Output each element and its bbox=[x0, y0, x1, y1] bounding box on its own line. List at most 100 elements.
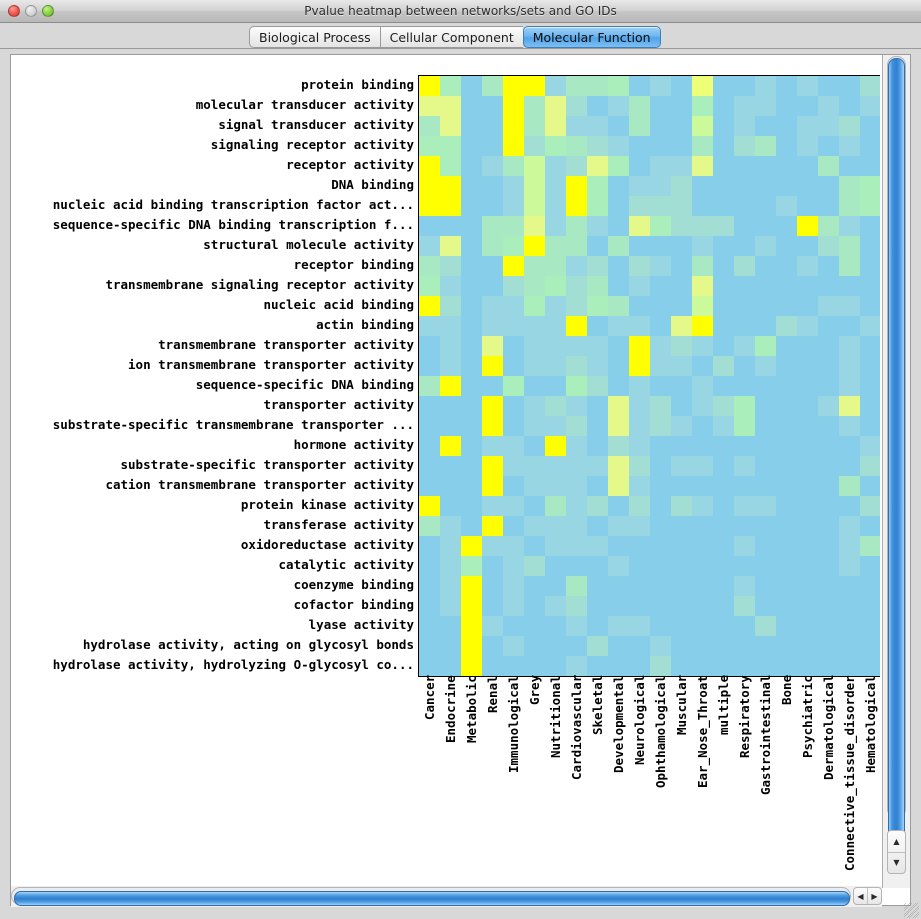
heatmap-cell[interactable] bbox=[419, 236, 440, 256]
heatmap-cell[interactable] bbox=[839, 116, 860, 136]
heatmap-cell[interactable] bbox=[860, 356, 880, 376]
heatmap-cell[interactable] bbox=[503, 276, 524, 296]
heatmap-cell[interactable] bbox=[860, 516, 880, 536]
heatmap-cell[interactable] bbox=[671, 376, 692, 396]
heatmap-cell[interactable] bbox=[713, 496, 734, 516]
heatmap-cell[interactable] bbox=[629, 576, 650, 596]
heatmap-cell[interactable] bbox=[629, 476, 650, 496]
heatmap-cell[interactable] bbox=[440, 636, 461, 656]
heatmap-cell[interactable] bbox=[419, 416, 440, 436]
heatmap-cell[interactable] bbox=[860, 556, 880, 576]
heatmap-cell[interactable] bbox=[692, 136, 713, 156]
heatmap-cell[interactable] bbox=[692, 616, 713, 636]
heatmap-cell[interactable] bbox=[566, 136, 587, 156]
heatmap-cell[interactable] bbox=[608, 376, 629, 396]
heatmap-cell[interactable] bbox=[461, 616, 482, 636]
heatmap-cell[interactable] bbox=[545, 556, 566, 576]
heatmap-cell[interactable] bbox=[608, 216, 629, 236]
heatmap-cell[interactable] bbox=[524, 596, 545, 616]
heatmap-cell[interactable] bbox=[839, 396, 860, 416]
heatmap-cell[interactable] bbox=[755, 196, 776, 216]
heatmap-cell[interactable] bbox=[755, 296, 776, 316]
heatmap-cell[interactable] bbox=[545, 276, 566, 296]
heatmap-cell[interactable] bbox=[461, 96, 482, 116]
heatmap-cell[interactable] bbox=[482, 296, 503, 316]
heatmap-cell[interactable] bbox=[629, 236, 650, 256]
heatmap-cell[interactable] bbox=[419, 596, 440, 616]
heatmap-cell[interactable] bbox=[839, 136, 860, 156]
heatmap-cell[interactable] bbox=[566, 276, 587, 296]
heatmap-cell[interactable] bbox=[419, 476, 440, 496]
heatmap-cell[interactable] bbox=[503, 256, 524, 276]
heatmap-cell[interactable] bbox=[755, 156, 776, 176]
heatmap-cell[interactable] bbox=[713, 516, 734, 536]
heatmap-cell[interactable] bbox=[755, 596, 776, 616]
heatmap-cell[interactable] bbox=[755, 496, 776, 516]
heatmap-cell[interactable] bbox=[797, 576, 818, 596]
heatmap-cell[interactable] bbox=[776, 656, 797, 676]
heatmap-cell[interactable] bbox=[776, 496, 797, 516]
heatmap-cell[interactable] bbox=[713, 116, 734, 136]
heatmap-cell[interactable] bbox=[608, 176, 629, 196]
heatmap-cell[interactable] bbox=[692, 496, 713, 516]
window-resize-handle[interactable] bbox=[904, 903, 919, 918]
heatmap-cell[interactable] bbox=[629, 216, 650, 236]
heatmap-cell[interactable] bbox=[671, 156, 692, 176]
heatmap-cell[interactable] bbox=[671, 256, 692, 276]
heatmap-cell[interactable] bbox=[692, 256, 713, 276]
minimize-button[interactable] bbox=[25, 5, 37, 17]
heatmap-cell[interactable] bbox=[692, 276, 713, 296]
heatmap-cell[interactable] bbox=[797, 496, 818, 516]
heatmap-cell[interactable] bbox=[566, 316, 587, 336]
heatmap-cell[interactable] bbox=[503, 596, 524, 616]
heatmap-cell[interactable] bbox=[482, 436, 503, 456]
heatmap-cell[interactable] bbox=[839, 576, 860, 596]
heatmap-cell[interactable] bbox=[566, 336, 587, 356]
heatmap-cell[interactable] bbox=[608, 496, 629, 516]
heatmap-cell[interactable] bbox=[797, 316, 818, 336]
heatmap-cell[interactable] bbox=[566, 356, 587, 376]
heatmap-cell[interactable] bbox=[692, 236, 713, 256]
heatmap-cell[interactable] bbox=[797, 396, 818, 416]
heatmap-cell[interactable] bbox=[419, 556, 440, 576]
heatmap-cell[interactable] bbox=[503, 576, 524, 596]
tab-molecular-function[interactable]: Molecular Function bbox=[522, 26, 661, 48]
heatmap-cell[interactable] bbox=[440, 136, 461, 156]
heatmap-cell[interactable] bbox=[461, 316, 482, 336]
heatmap-cell[interactable] bbox=[440, 316, 461, 336]
heatmap-cell[interactable] bbox=[650, 556, 671, 576]
heatmap-cell[interactable] bbox=[629, 276, 650, 296]
heatmap-cell[interactable] bbox=[608, 456, 629, 476]
heatmap-cell[interactable] bbox=[503, 656, 524, 676]
heatmap-cell[interactable] bbox=[692, 296, 713, 316]
heatmap-cell[interactable] bbox=[839, 316, 860, 336]
heatmap-cell[interactable] bbox=[629, 656, 650, 676]
heatmap-cell[interactable] bbox=[839, 416, 860, 436]
heatmap-cell[interactable] bbox=[692, 316, 713, 336]
heatmap-cell[interactable] bbox=[818, 356, 839, 376]
heatmap-cell[interactable] bbox=[608, 136, 629, 156]
heatmap-cell[interactable] bbox=[524, 656, 545, 676]
heatmap-cell[interactable] bbox=[482, 596, 503, 616]
heatmap-cell[interactable] bbox=[587, 236, 608, 256]
heatmap-cell[interactable] bbox=[440, 496, 461, 516]
heatmap-cell[interactable] bbox=[440, 416, 461, 436]
heatmap-cell[interactable] bbox=[419, 436, 440, 456]
heatmap-cell[interactable] bbox=[503, 76, 524, 96]
heatmap-cell[interactable] bbox=[629, 176, 650, 196]
heatmap-cell[interactable] bbox=[734, 356, 755, 376]
heatmap-cell[interactable] bbox=[503, 536, 524, 556]
heatmap-cell[interactable] bbox=[818, 516, 839, 536]
heatmap-cell[interactable] bbox=[566, 576, 587, 596]
heatmap-cell[interactable] bbox=[692, 196, 713, 216]
heatmap-cell[interactable] bbox=[776, 516, 797, 536]
heatmap-cell[interactable] bbox=[461, 156, 482, 176]
heatmap-cell[interactable] bbox=[461, 256, 482, 276]
heatmap-cell[interactable] bbox=[524, 516, 545, 536]
heatmap-cell[interactable] bbox=[419, 376, 440, 396]
heatmap-cell[interactable] bbox=[419, 656, 440, 676]
heatmap-cell[interactable] bbox=[482, 636, 503, 656]
heatmap-cell[interactable] bbox=[482, 496, 503, 516]
heatmap-cell[interactable] bbox=[755, 656, 776, 676]
heatmap-cell[interactable] bbox=[587, 656, 608, 676]
